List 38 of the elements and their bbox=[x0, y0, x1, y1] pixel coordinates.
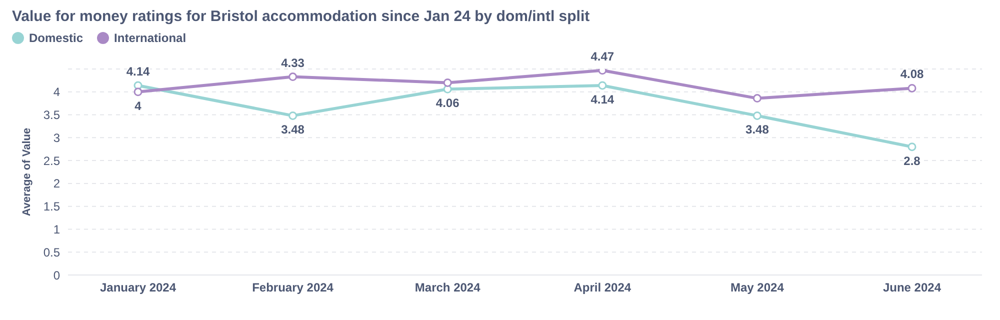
data-label: 3.48 bbox=[746, 122, 770, 137]
y-tick-label: 1 bbox=[53, 222, 60, 236]
legend-label: International bbox=[113, 31, 186, 45]
data-label: 4.47 bbox=[590, 49, 614, 64]
x-tick-label: March 2024 bbox=[414, 280, 481, 295]
data-label: 3.48 bbox=[281, 122, 305, 137]
y-tick-label: 4 bbox=[53, 85, 60, 100]
data-label: 4.08 bbox=[900, 67, 924, 82]
data-label: 2.8 bbox=[904, 154, 921, 168]
point bbox=[288, 72, 298, 82]
data-label: 4.14 bbox=[590, 92, 614, 106]
y-axis-title: Average of Value bbox=[20, 128, 33, 216]
point bbox=[908, 84, 916, 92]
point bbox=[598, 81, 607, 90]
point bbox=[752, 111, 762, 120]
point bbox=[288, 111, 298, 120]
x-tick-label: January 2024 bbox=[100, 280, 176, 295]
y-tick-label: 3 bbox=[53, 130, 60, 145]
x-tick-label: June 2024 bbox=[882, 280, 942, 295]
x-tick-label: February 2024 bbox=[252, 280, 334, 295]
y-tick-label: 0.5 bbox=[43, 245, 60, 260]
point bbox=[752, 94, 762, 103]
data-label: 4.06 bbox=[436, 96, 460, 110]
data-label: 4 bbox=[134, 98, 142, 113]
point bbox=[908, 142, 916, 152]
y-tick-label: 2 bbox=[53, 176, 60, 191]
y-tick-label: 0 bbox=[53, 268, 60, 282]
data-label: 4.14 bbox=[126, 64, 150, 78]
point bbox=[443, 78, 452, 87]
chart-title: Value for money ratings for Bristol accommodation since Jan 24 by dom/intl split bbox=[12, 8, 591, 25]
data-label: 4.33 bbox=[281, 56, 305, 70]
legend-label: Domestic bbox=[28, 31, 84, 45]
x-tick-label: May 2024 bbox=[730, 280, 784, 295]
y-tick-label: 3.5 bbox=[43, 108, 60, 122]
y-tick-label: 1.5 bbox=[43, 200, 60, 214]
y-tick-label: 2.5 bbox=[43, 154, 60, 168]
x-tick-label: April 2024 bbox=[574, 280, 632, 295]
point bbox=[134, 88, 142, 96]
